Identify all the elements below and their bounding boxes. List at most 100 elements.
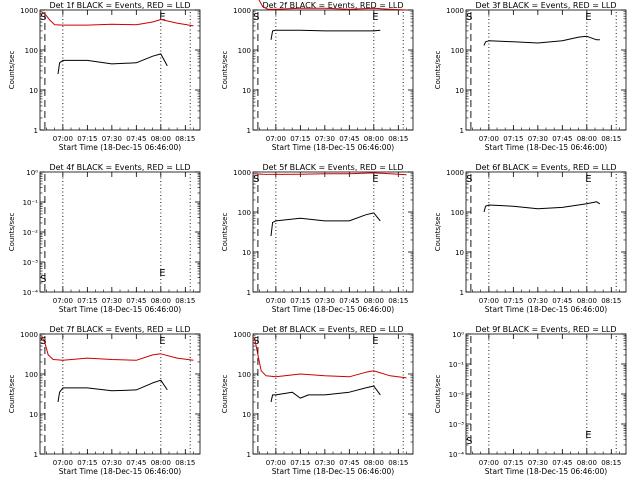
y-tick-label: 10: [242, 249, 251, 257]
x-tick-label: 07:15: [290, 135, 310, 143]
marker-e: E: [585, 12, 591, 23]
y-axis-label: Counts/sec: [8, 51, 16, 90]
y-tick-label: 1: [34, 127, 38, 135]
x-tick-label: 07:15: [77, 459, 97, 467]
panel-title: Det 9f BLACK = Events, RED = LLD: [475, 325, 616, 334]
x-tick-label: 08:00: [151, 459, 171, 467]
series-line-events: [57, 53, 168, 75]
panel-9: Det 9f BLACK = Events, RED = LLD Start Ti…: [434, 325, 627, 476]
y-tick-label: 10⁻⁴: [449, 451, 465, 459]
y-tick-label: 10⁻³: [449, 421, 465, 429]
x-tick-label: 08:15: [601, 297, 621, 305]
x-axis-label: Start Time (18-Dec-15 06:46:00): [272, 143, 394, 152]
y-tick-label: 1000: [446, 7, 464, 15]
x-tick-label: 08:15: [601, 135, 621, 143]
x-tick-label: 07:00: [53, 459, 73, 467]
x-tick-label: 07:15: [77, 297, 97, 305]
x-tick-label: 08:00: [577, 459, 597, 467]
plot-frame: [252, 9, 414, 131]
marker-e: E: [159, 12, 165, 23]
plot-frame: [465, 333, 627, 455]
marker-e: E: [372, 336, 378, 347]
x-tick-label: 07:45: [552, 135, 572, 143]
x-axis-label: Start Time (18-Dec-15 06:46:00): [272, 305, 394, 314]
marker-s: S: [253, 336, 259, 347]
series-line-lld: [254, 337, 407, 379]
marker-e: E: [159, 268, 165, 279]
y-axis-label: Counts/sec: [434, 51, 442, 90]
marker-s: S: [466, 12, 472, 23]
y-axis-label: Counts/sec: [221, 213, 229, 252]
x-tick-label: 07:00: [266, 297, 286, 305]
x-tick-label: 07:30: [528, 297, 548, 305]
panel-8: Det 8f BLACK = Events, RED = LLD Start Ti…: [221, 325, 414, 476]
panel-6: Det 6f BLACK = Events, RED = LLD Start Ti…: [434, 163, 627, 314]
panel-title: Det 6f BLACK = Events, RED = LLD: [475, 163, 616, 172]
x-tick-label: 07:45: [126, 135, 146, 143]
marker-e: E: [159, 336, 165, 347]
x-tick-label: 07:00: [266, 135, 286, 143]
panel-7: Det 7f BLACK = Events, RED = LLD Start Ti…: [8, 325, 201, 476]
y-tick-label: 100: [451, 209, 464, 217]
x-tick-label: 07:00: [53, 297, 73, 305]
x-tick-label: 07:15: [290, 297, 310, 305]
panel-3: Det 3f BLACK = Events, RED = LLD Start Ti…: [434, 1, 627, 152]
x-tick-label: 07:00: [479, 459, 499, 467]
x-tick-label: 07:30: [315, 459, 335, 467]
x-tick-label: 08:15: [175, 135, 195, 143]
marker-e: E: [585, 174, 591, 185]
x-tick-label: 08:15: [388, 135, 408, 143]
x-tick-label: 07:15: [503, 459, 523, 467]
x-tick-label: 07:15: [503, 297, 523, 305]
y-tick-label: 10: [455, 87, 464, 95]
x-tick-label: 07:30: [528, 459, 548, 467]
panel-1: Det 1f BLACK = Events, RED = LLD Start Ti…: [8, 1, 201, 152]
series-line-events: [483, 35, 600, 46]
y-tick-label: 10⁰: [452, 331, 464, 339]
y-axis-label: Counts/sec: [221, 375, 229, 414]
panel-title: Det 4f BLACK = Events, RED = LLD: [49, 163, 190, 172]
x-axis-label: Start Time (18-Dec-15 06:46:00): [485, 143, 607, 152]
x-tick-label: 08:00: [577, 297, 597, 305]
x-tick-label: 08:00: [364, 297, 384, 305]
series-line-lld: [258, 0, 407, 11]
panel-2: Det 2f BLACK = Events, RED = LLD Start Ti…: [221, 0, 414, 152]
marker-s: S: [253, 174, 259, 185]
y-tick-label: 10⁻²: [449, 391, 465, 399]
y-tick-label: 1000: [20, 331, 38, 339]
y-tick-label: 10: [242, 411, 251, 419]
x-tick-label: 08:15: [388, 297, 408, 305]
plot-frame: [252, 171, 414, 293]
y-tick-label: 100: [238, 47, 251, 55]
x-tick-label: 08:15: [388, 459, 408, 467]
series-line-lld: [41, 335, 194, 361]
series-line-lld: [41, 11, 194, 27]
series-line-events: [483, 201, 601, 213]
x-tick-label: 07:45: [339, 297, 359, 305]
x-tick-label: 07:45: [126, 459, 146, 467]
plot-frame: [465, 9, 627, 131]
x-tick-label: 07:30: [102, 459, 122, 467]
x-axis-label: Start Time (18-Dec-15 06:46:00): [59, 305, 181, 314]
y-tick-label: 1000: [233, 169, 251, 177]
series-line-lld: [254, 172, 407, 176]
y-tick-label: 100: [25, 371, 38, 379]
x-tick-label: 07:45: [552, 459, 572, 467]
panel-title: Det 7f BLACK = Events, RED = LLD: [49, 325, 190, 334]
x-tick-label: 07:00: [53, 135, 73, 143]
y-axis-label: Counts/sec: [434, 375, 442, 414]
y-tick-label: 1: [247, 127, 251, 135]
marker-e: E: [585, 430, 591, 441]
x-tick-label: 07:30: [315, 135, 335, 143]
y-tick-label: 1000: [233, 7, 251, 15]
x-tick-label: 07:00: [266, 459, 286, 467]
panel-title: Det 2f BLACK = Events, RED = LLD: [262, 1, 403, 10]
y-axis-label: Counts/sec: [221, 51, 229, 90]
y-tick-label: 1000: [20, 7, 38, 15]
y-tick-label: 10⁰: [26, 169, 38, 177]
x-axis-label: Start Time (18-Dec-15 06:46:00): [485, 305, 607, 314]
x-tick-label: 07:45: [552, 297, 572, 305]
y-tick-label: 1: [247, 451, 251, 459]
y-tick-label: 100: [238, 371, 251, 379]
